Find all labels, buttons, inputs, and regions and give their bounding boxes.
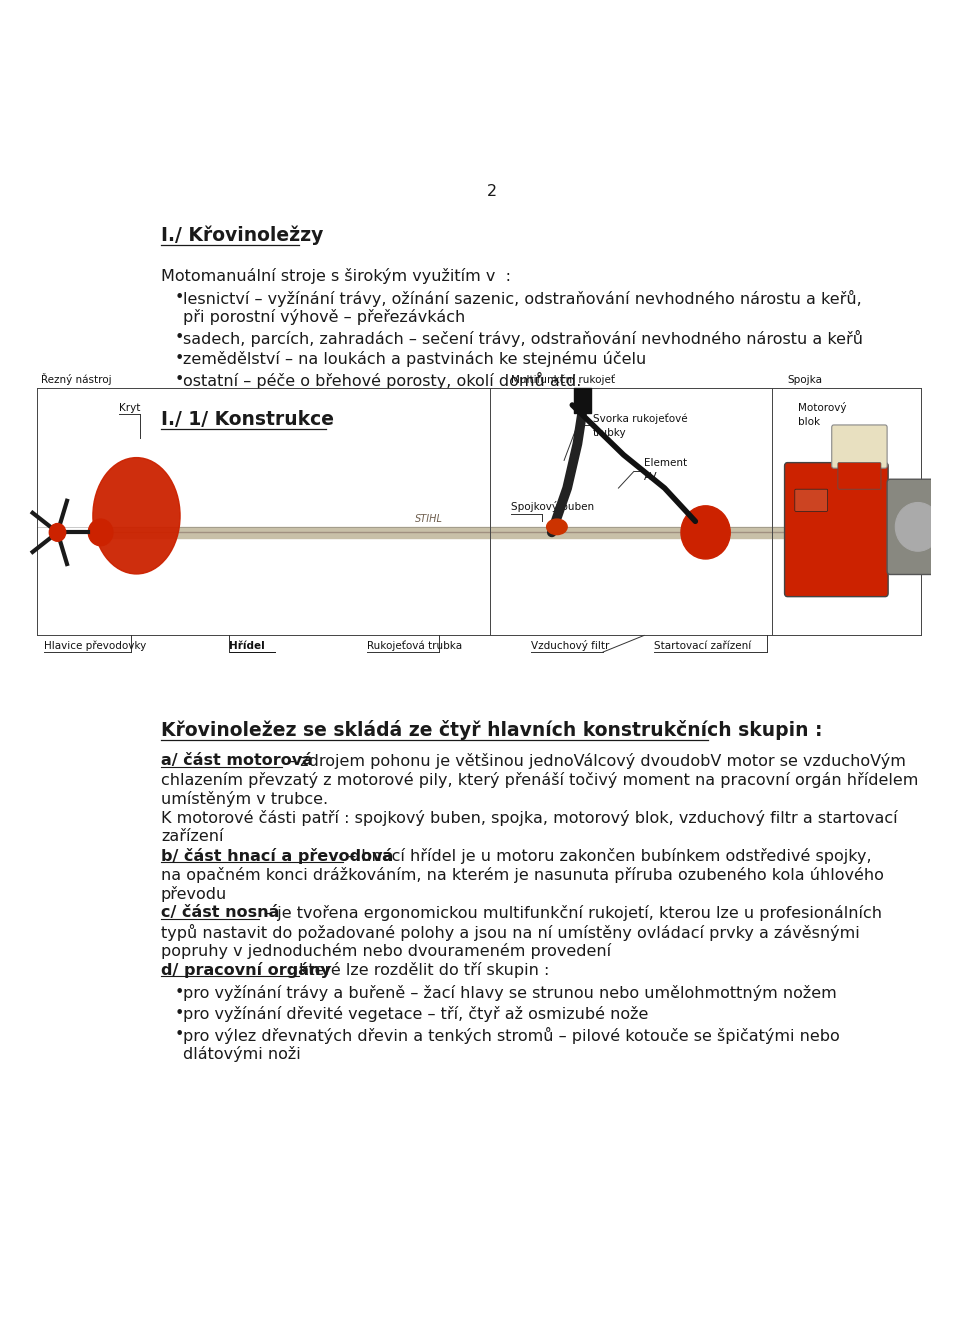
Text: typů nastavit do požadované polohy a jsou na ní umístěny ovládací prvky a závěsn: typů nastavit do požadované polohy a jso… xyxy=(161,924,859,941)
Circle shape xyxy=(88,519,113,546)
Text: Motomanuální stroje s širokým využitím v  :: Motomanuální stroje s širokým využitím v… xyxy=(161,269,511,285)
FancyBboxPatch shape xyxy=(831,425,887,469)
Text: •: • xyxy=(175,351,183,366)
Text: umístěným v trubce.: umístěným v trubce. xyxy=(161,791,328,807)
Text: pro vyžínání trávy a buřeně – žací hlavy se strunou nebo umělohmottným nožem: pro vyžínání trávy a buřeně – žací hlavy… xyxy=(183,985,837,1001)
Text: lesnictví – vyžínání trávy, ožínání sazenic, odstraňování nevhodného nárostu a k: lesnictví – vyžínání trávy, ožínání saze… xyxy=(183,290,862,307)
Text: Multifunkční rukojeť: Multifunkční rukojeť xyxy=(511,374,614,385)
Text: Svorka rukojeťové: Svorka rukojeťové xyxy=(592,413,687,423)
Text: při porostní výhově – přeřezávkách: při porostní výhově – přeřezávkách xyxy=(183,309,466,325)
Text: sadech, parcích, zahradách – sečení trávy, odstraňování nevhodného nárostu a keř: sadech, parcích, zahradách – sečení tráv… xyxy=(183,330,863,347)
Text: •: • xyxy=(175,1026,183,1042)
Text: •: • xyxy=(175,330,183,345)
Text: zemědělství – na loukách a pastvinách ke stejnému účelu: zemědělství – na loukách a pastvinách ke… xyxy=(183,351,646,367)
Text: Vzduchový filtr: Vzduchový filtr xyxy=(531,640,610,651)
Text: Motorový: Motorový xyxy=(798,402,847,413)
Ellipse shape xyxy=(93,458,180,574)
Text: •: • xyxy=(175,373,183,387)
Ellipse shape xyxy=(546,519,567,535)
Circle shape xyxy=(896,503,941,551)
Text: zařízení: zařízení xyxy=(161,829,224,844)
FancyBboxPatch shape xyxy=(795,490,828,511)
Text: I./ 1/ Konstrukce: I./ 1/ Konstrukce xyxy=(161,410,334,429)
Text: a/ část motorová: a/ část motorová xyxy=(161,753,313,768)
Text: – hnací hřídel je u motoru zakončen bubínkem odstředivé spojky,: – hnací hřídel je u motoru zakončen bubí… xyxy=(344,848,872,864)
Text: Startovací zařízení: Startovací zařízení xyxy=(655,640,752,651)
Circle shape xyxy=(681,506,731,559)
FancyBboxPatch shape xyxy=(887,479,949,575)
Text: ostatní – péče o břehové porosty, okolí domů atd.: ostatní – péče o břehové porosty, okolí … xyxy=(183,373,582,390)
Text: 2: 2 xyxy=(487,184,497,200)
Text: dlátovými noži: dlátovými noži xyxy=(183,1046,301,1062)
FancyBboxPatch shape xyxy=(838,463,881,490)
Text: STIHL: STIHL xyxy=(415,514,443,524)
Text: trubky: trubky xyxy=(592,429,627,438)
Text: na opačném konci drážkováním, na kterém je nasunuta příruba ozubeného kola úhlov: na opačném konci drážkováním, na kterém … xyxy=(161,866,884,882)
Text: b/ část hnací a převodová: b/ část hnací a převodová xyxy=(161,848,394,864)
Text: Element: Element xyxy=(644,458,687,469)
Text: převodu: převodu xyxy=(161,886,228,902)
Text: – je tvořena ergonomickou multifunkční rukojetí, kterou lze u profesionálních: – je tvořena ergonomickou multifunkční r… xyxy=(259,905,882,921)
Text: Hlavice převodovky: Hlavice převodovky xyxy=(44,640,147,651)
Text: Rukojeťová trubka: Rukojeťová trubka xyxy=(367,640,463,651)
Text: Hřídel: Hřídel xyxy=(228,640,265,651)
FancyBboxPatch shape xyxy=(784,463,888,596)
Text: Kryt: Kryt xyxy=(119,402,140,413)
Text: chlazením převzatý z motorové pily, který přenáší točivý moment na pracovní orgá: chlazením převzatý z motorové pily, kter… xyxy=(161,772,919,788)
Text: které lze rozdělit do tří skupin :: které lze rozdělit do tří skupin : xyxy=(299,962,549,978)
Text: K motorové části patří : spojkový buben, spojka, motorový blok, vzduchový filtr : K motorové části patří : spojkový buben,… xyxy=(161,811,898,827)
Text: AV: AV xyxy=(644,473,658,482)
Text: pro vyžínání dřevité vegetace – tří, čtyř až osmizubé nože: pro vyžínání dřevité vegetace – tří, čty… xyxy=(183,1006,649,1022)
Text: pro výlez dřevnatých dřevin a tenkých stromů – pilové kotouče se špičatými nebo: pro výlez dřevnatých dřevin a tenkých st… xyxy=(183,1026,840,1044)
Text: c/ část nosná: c/ část nosná xyxy=(161,905,279,920)
Text: Řezný nástroj: Řezný nástroj xyxy=(41,373,111,385)
Text: •: • xyxy=(175,985,183,1000)
Text: d/ pracovní orgány: d/ pracovní orgány xyxy=(161,962,336,978)
Text: popruhy v jednoduchém nebo dvourameném provedení: popruhy v jednoduchém nebo dvourameném p… xyxy=(161,942,612,958)
Text: Spojka: Spojka xyxy=(787,375,823,385)
Text: Křovinoležez se skládá ze čtyř hlavních konstrukčních skupin :: Křovinoležez se skládá ze čtyř hlavních … xyxy=(161,720,823,740)
Text: •: • xyxy=(175,290,183,305)
Text: blok: blok xyxy=(798,417,820,427)
Circle shape xyxy=(49,523,65,542)
Text: •: • xyxy=(175,1006,183,1021)
Text: – zdrojem pohonu je většinou jednoVálcový dvoudobV motor se vzduchoVým: – zdrojem pohonu je většinou jednoVálcov… xyxy=(282,753,906,769)
Text: Spojkový buben: Spojkový buben xyxy=(511,502,594,512)
Text: I./ Křovinoležzy: I./ Křovinoležzy xyxy=(161,225,324,245)
